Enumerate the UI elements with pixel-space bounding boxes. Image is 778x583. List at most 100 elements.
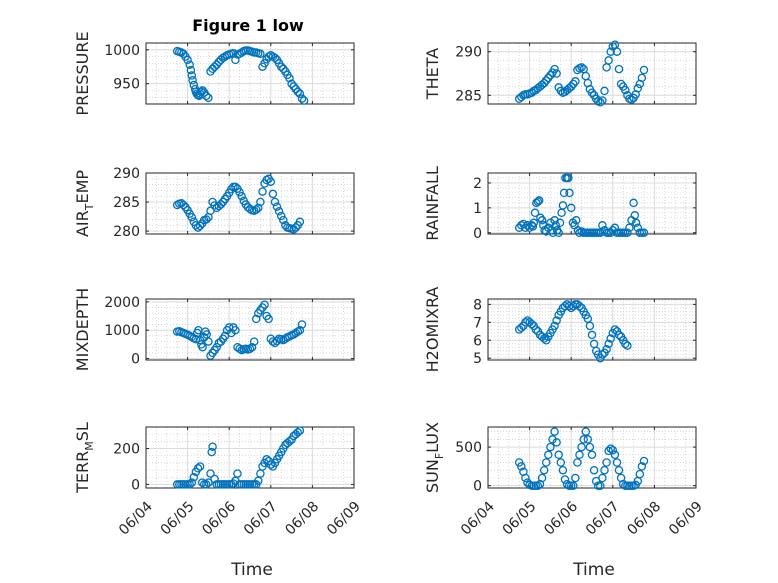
y-tick-label: 285 bbox=[455, 88, 482, 104]
data-point bbox=[610, 325, 620, 334]
data-series bbox=[172, 300, 307, 360]
data-point bbox=[186, 65, 196, 75]
x-tick-label: 06/06 bbox=[199, 499, 239, 539]
data-point bbox=[566, 82, 576, 91]
data-point bbox=[517, 462, 526, 471]
data-point bbox=[589, 465, 599, 475]
data-point bbox=[256, 49, 265, 59]
data-point bbox=[198, 342, 207, 352]
data-point bbox=[537, 216, 547, 225]
data-point bbox=[544, 450, 553, 460]
data-point bbox=[207, 447, 216, 457]
data-point bbox=[528, 222, 538, 231]
data-point bbox=[556, 86, 566, 96]
axes-box bbox=[487, 298, 697, 361]
figure-title: Figure 1 low bbox=[192, 16, 304, 35]
data-point bbox=[608, 42, 618, 51]
x-axis-label-right: Time bbox=[572, 560, 615, 580]
data-point bbox=[293, 428, 303, 437]
axes-box bbox=[145, 172, 355, 235]
data-point bbox=[297, 94, 307, 103]
data-point bbox=[533, 481, 543, 490]
data-point bbox=[558, 201, 568, 210]
data-series bbox=[514, 40, 649, 107]
minor-grid bbox=[145, 426, 355, 488]
data-series bbox=[172, 174, 305, 234]
data-point bbox=[610, 450, 620, 460]
data-point bbox=[539, 465, 549, 475]
data-point bbox=[587, 88, 597, 97]
data-point bbox=[637, 73, 647, 83]
data-point bbox=[598, 350, 607, 359]
data-point bbox=[529, 218, 539, 228]
axes-box bbox=[487, 172, 697, 235]
data-point bbox=[534, 196, 544, 205]
subplot-h2omixra: 5 6 7 8 H2OMIXRA bbox=[423, 287, 697, 372]
subplot-rainfall: 0 1 2 RAINFALL bbox=[423, 166, 697, 242]
data-point bbox=[625, 223, 634, 233]
data-point bbox=[281, 334, 290, 343]
x-tick-label: 06/09 bbox=[666, 499, 706, 539]
y-axis-label: PRESSURE bbox=[73, 31, 92, 115]
data-point bbox=[183, 55, 192, 65]
data-point bbox=[272, 202, 282, 211]
y-tick-label: 1 bbox=[473, 201, 482, 217]
x-tick-label: 06/09 bbox=[324, 499, 364, 539]
data-point bbox=[293, 87, 303, 97]
data-point bbox=[517, 323, 526, 332]
data-point bbox=[564, 173, 573, 183]
data-point bbox=[579, 435, 588, 444]
data-point bbox=[581, 71, 591, 81]
data-point bbox=[202, 215, 211, 224]
data-point bbox=[571, 473, 580, 483]
data-point bbox=[633, 223, 643, 233]
data-series bbox=[172, 46, 309, 105]
y-tick-label: 500 bbox=[455, 440, 482, 456]
axes-box bbox=[145, 298, 355, 361]
data-point bbox=[554, 228, 563, 238]
y-tick-label: 200 bbox=[113, 442, 140, 458]
subplot-theta: 285 290 THETA bbox=[423, 40, 697, 107]
data-series bbox=[514, 427, 649, 490]
y-axis-label: RAINFALL bbox=[423, 166, 442, 241]
data-point bbox=[260, 59, 269, 68]
data-point bbox=[596, 228, 605, 238]
x-tick-label: 06/05 bbox=[158, 499, 198, 539]
data-point bbox=[566, 203, 576, 213]
y-tick-label: 8 bbox=[473, 297, 482, 313]
data-point bbox=[577, 442, 586, 452]
y-axis-label: SUNFLUX bbox=[423, 422, 446, 493]
y-axis-label: THETA bbox=[423, 48, 442, 100]
data-point bbox=[587, 450, 597, 460]
data-point bbox=[554, 450, 563, 460]
data-point bbox=[527, 221, 536, 230]
data-point bbox=[550, 321, 559, 331]
data-point bbox=[256, 469, 265, 478]
data-point bbox=[530, 208, 540, 218]
y-tick-label: 1000 bbox=[104, 323, 140, 339]
data-point bbox=[541, 458, 551, 467]
data-point bbox=[199, 333, 209, 342]
data-point bbox=[185, 480, 194, 489]
data-point bbox=[243, 203, 253, 212]
axes-box bbox=[487, 426, 697, 489]
data-point bbox=[210, 62, 219, 71]
data-point bbox=[623, 228, 632, 238]
data-point bbox=[585, 442, 595, 452]
data-point bbox=[195, 221, 205, 231]
data-point bbox=[556, 458, 566, 467]
x-tick-label: 06/07 bbox=[583, 499, 623, 539]
data-point bbox=[291, 223, 301, 232]
data-point bbox=[537, 473, 547, 483]
y-tick-label: 1000 bbox=[104, 43, 140, 59]
data-point bbox=[631, 218, 641, 228]
y-tick-label: 5 bbox=[473, 351, 482, 367]
y-tick-label: 0 bbox=[473, 226, 482, 242]
data-point bbox=[247, 342, 257, 352]
data-point bbox=[577, 227, 586, 236]
y-tick-label: 0 bbox=[131, 352, 140, 368]
x-tick-label: 06/08 bbox=[282, 499, 322, 539]
data-point bbox=[621, 85, 630, 95]
data-point bbox=[604, 446, 613, 456]
y-tick-label: 290 bbox=[455, 45, 482, 61]
